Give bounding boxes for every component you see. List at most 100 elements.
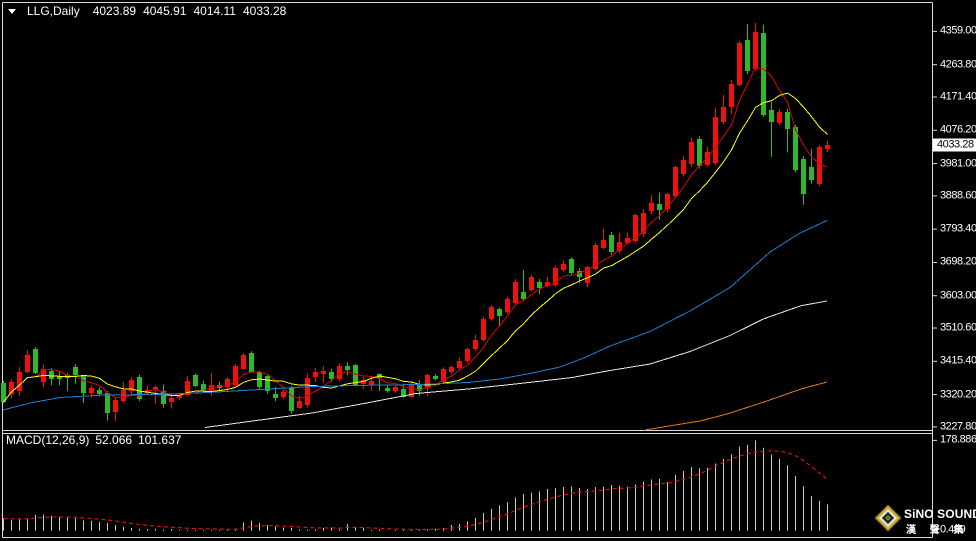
candle-up [665,192,670,213]
macd-signal-value: 101.637 [138,433,182,447]
price-axis-label: 3227.80 [940,420,976,433]
candle-down [81,374,86,403]
candle-up [409,382,414,398]
candle-down [329,368,334,382]
ma-slowest-orange-line [644,381,828,431]
macd-axis-max-label: 178.886 [940,433,976,446]
candle-up [561,260,566,272]
candle-up [705,146,710,167]
candle-up [17,366,22,396]
candle-up [617,232,622,254]
ma-slower-white-line [204,300,828,428]
price-axis-label: 4359.00 [940,24,976,37]
candle-down [537,279,542,295]
candle-up [145,385,150,396]
price-axis-label: 3320.20 [940,388,976,401]
candle-up [529,274,534,292]
ma-mid-yellow-line [3,92,828,403]
candle-up [441,367,446,384]
ma-slow-blue-line [2,220,828,411]
candle-down [265,375,270,394]
high-value: 4045.91 [143,4,187,18]
candle-up [721,95,726,125]
macd-info-bar: MACD(12,26,9) 52.066 101.637 [6,433,181,447]
collapse-triangle-icon[interactable] [8,8,16,14]
candle-down [1,381,6,403]
macd-main-value: 52.066 [95,433,133,447]
candle-up [129,377,134,395]
candle-up [465,347,470,363]
candle-up [489,304,494,321]
candle-up [313,367,318,383]
candle-up [457,357,462,370]
price-axis-label: 3510.60 [940,321,976,334]
candle-down [609,231,614,255]
price-axis-label: 4171.40 [940,90,976,103]
candle-down [57,371,62,386]
candle-down [73,364,78,384]
candle-down [249,351,254,373]
macd-axis-min-label: 0.409 [940,523,966,535]
macd-signal-line [3,450,828,530]
candle-up [321,365,326,383]
candle-up [473,334,478,351]
open-value: 4023.89 [92,4,137,18]
candle-down [569,257,574,276]
candle-up [505,296,510,315]
candle-down [433,374,438,381]
candle-down [105,391,110,421]
candle-down [761,24,766,117]
candle-up [305,373,310,408]
candle-up [625,232,630,245]
candle-down [273,387,278,402]
candle-down [49,367,54,386]
candle-down [769,101,774,157]
low-value: 4014.11 [193,4,236,18]
candle-down [345,362,350,376]
candle-up [673,165,678,198]
candle-down [497,307,502,326]
candle-up [337,363,342,381]
candle-down [137,374,142,402]
macd-indicator-label: MACD(12,26,9) [6,433,90,447]
price-axis-label: 3603.00 [940,289,976,302]
candle-down [193,373,198,388]
candle-up [481,316,486,342]
candle-up [113,398,118,422]
price-axis-label: 4263.80 [940,58,976,71]
diamond-logo-icon [874,504,902,532]
candle-down [289,386,294,414]
logo-text-cn: 漢 聲 集 團 [906,525,976,536]
price-axis-label: 3698.20 [940,255,976,268]
candle-down [33,347,38,375]
candle-up [729,80,734,114]
candle-up [513,279,518,305]
price-axis-label: 3793.40 [940,222,976,235]
ma-fast-red-line [3,66,828,403]
candle-up [9,379,14,399]
candle-down [785,108,790,153]
candle-up [297,395,302,409]
close-value: 4033.28 [242,4,287,18]
candle-down [161,384,166,408]
candle-up [233,364,238,387]
candle-down [521,269,526,301]
candle-down [385,385,390,393]
candle-up [449,365,454,375]
candle-up [649,195,654,214]
candle-up [25,350,30,374]
price-axis-label: 4076.20 [940,123,976,136]
candle-up [393,384,398,393]
candle-up [241,353,246,370]
candle-up [777,108,782,125]
candle-up [737,40,742,87]
candle-down [745,23,750,74]
candle-up [689,137,694,168]
candle-up [753,22,758,71]
candle-up [169,393,174,409]
candle-down [257,370,262,390]
candle-up [713,107,718,165]
candle-up [817,144,822,187]
symbol-info-bar: LLG,Daily 4023.89 4045.91 4014.11 4033.2… [8,4,286,18]
